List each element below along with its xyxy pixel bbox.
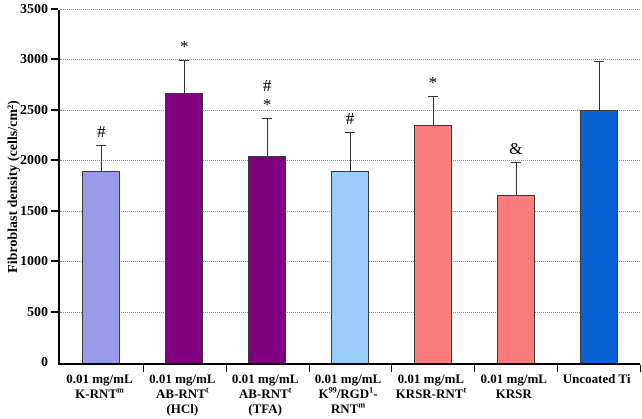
x-category-label-line: 0.01 mg/mL: [231, 371, 299, 386]
y-tick-label-3500: 3500: [20, 2, 48, 17]
category-slot-5: *: [391, 10, 476, 372]
y-tick-label-2000: 2000: [20, 153, 48, 169]
gridline-3000: [60, 59, 640, 61]
y-tick-mark-500: [51, 310, 58, 313]
error-bar-cap-1: [96, 145, 107, 147]
y-tick-mark-2500: [51, 108, 58, 111]
error-bar-stem-7: [598, 61, 600, 111]
error-bar-cap-5: [427, 95, 438, 97]
x-category-label-4: 0.01 mg/mL K99/RGD1- RNTm: [307, 371, 390, 416]
bar-4: [331, 170, 369, 363]
x-category-label-line: AB-RNTt: [156, 385, 209, 401]
significance-marker: #: [262, 75, 272, 95]
error-bar-stem-1: [101, 146, 103, 172]
gridline-2500: [60, 109, 640, 111]
bar-slots: # * # * # * &: [60, 10, 642, 372]
x-tick-mark-2: [225, 365, 227, 372]
x-category-label-5: 0.01 mg/mL KRSR-RNTt: [389, 371, 472, 416]
x-tick-mark-5: [474, 365, 476, 372]
category-slot-1: #: [60, 10, 144, 372]
x-category-label-line: RNTm: [330, 400, 366, 416]
y-tick-mark-3000: [51, 58, 58, 61]
y-tick-mark-1500: [51, 209, 58, 212]
y-tick-mark-2000: [51, 159, 58, 162]
significance-marker: *: [180, 37, 189, 57]
category-slot-6: &: [474, 10, 559, 372]
x-category-label-line: 0.01 mg/mL: [314, 371, 382, 386]
y-tick-label-2500: 2500: [20, 102, 48, 118]
bar-1: [82, 171, 121, 363]
x-category-label-line: K99/RGD1-: [318, 385, 378, 401]
plot-area: # * # * # * &: [51, 8, 642, 372]
category-slot-4: #: [309, 10, 393, 372]
x-category-label-6: 0.01 mg/mL KRSR: [472, 371, 555, 416]
bar-6: [496, 194, 535, 363]
x-category-label-line: KRSR-RNTt: [395, 385, 467, 401]
x-category-label-line: 0.01 mg/mL: [149, 371, 216, 386]
category-slot-7: [557, 10, 642, 372]
x-category-label-7: Uncoated Ti: [555, 371, 638, 416]
significance-markers-1: #: [60, 122, 143, 141]
error-bar-stem-5: [432, 96, 434, 126]
y-tick-mark-3500: [51, 8, 58, 10]
x-tick-mark-6: [557, 365, 559, 372]
x-category-label-line: Uncoated Ti: [562, 371, 631, 386]
x-category-label-line: K-RNTm: [75, 385, 124, 401]
bar-7: [579, 110, 618, 363]
x-category-label-line: 0.01 mg/mL: [397, 371, 465, 386]
error-bar-cap-4: [345, 131, 355, 133]
significance-marker: &: [509, 139, 523, 159]
significance-marker: *: [262, 94, 272, 114]
bar-3: [248, 155, 287, 363]
x-category-label-line: AB-RNTt: [238, 385, 292, 401]
y-tick-label-3000: 3000: [20, 52, 48, 68]
error-bar-cap-6: [510, 162, 521, 164]
category-slot-2: *: [143, 10, 227, 372]
significance-markers-4: #: [309, 109, 392, 128]
error-bar-stem-4: [350, 132, 351, 171]
x-axis-category-labels: 0.01 mg/mL K-RNTm 0.01 mg/mL AB-RNTt (HCl) 0.…: [58, 371, 638, 416]
x-tick-mark-7: [640, 365, 642, 372]
x-category-label-line: (HCl): [166, 401, 199, 416]
x-category-label-line: 0.01 mg/mL: [480, 371, 547, 386]
category-slot-3: # *: [226, 10, 310, 372]
error-bar-cap-3: [262, 117, 273, 119]
error-bar-stem-6: [515, 163, 517, 195]
x-category-label-2: 0.01 mg/mL AB-RNTt (HCl): [141, 371, 224, 416]
bar-5: [413, 125, 452, 363]
y-tick-label-1500: 1500: [20, 203, 48, 219]
significance-marker: *: [428, 72, 438, 92]
error-bar-cap-2: [179, 60, 190, 62]
x-tick-mark-4: [391, 365, 393, 372]
bar-2: [165, 92, 204, 363]
error-bar-cap-7: [593, 60, 604, 62]
x-category-label-line: 0.01 mg/mL: [66, 371, 133, 386]
gridline-3500: [60, 9, 640, 10]
x-tick-mark-1: [142, 365, 144, 372]
y-tick-mark-1000: [51, 260, 58, 263]
y-tick-label-1000: 1000: [20, 254, 48, 270]
significance-markers-5: *: [391, 73, 474, 92]
y-axis-tick-labels: 0 500 1000 1500 2000 2500 3000 3500: [0, 2, 50, 370]
x-category-label-3: 0.01 mg/mL AB-RNTt (TFA): [224, 371, 307, 416]
error-bar-stem-2: [184, 61, 186, 93]
x-category-label-line: KRSR: [495, 386, 532, 401]
significance-marker: #: [345, 108, 355, 128]
x-category-label-1: 0.01 mg/mL K-RNTm: [58, 371, 141, 416]
y-tick-label-0: 0: [41, 355, 48, 370]
x-tick-mark-3: [308, 365, 310, 372]
significance-marker: #: [97, 122, 106, 142]
significance-markers-6: &: [474, 139, 557, 158]
significance-markers-3: # *: [226, 76, 309, 114]
x-category-label-line: (TFA): [248, 401, 282, 416]
y-tick-label-500: 500: [27, 304, 48, 320]
significance-markers-2: *: [143, 37, 226, 56]
error-bar-stem-3: [267, 118, 269, 156]
